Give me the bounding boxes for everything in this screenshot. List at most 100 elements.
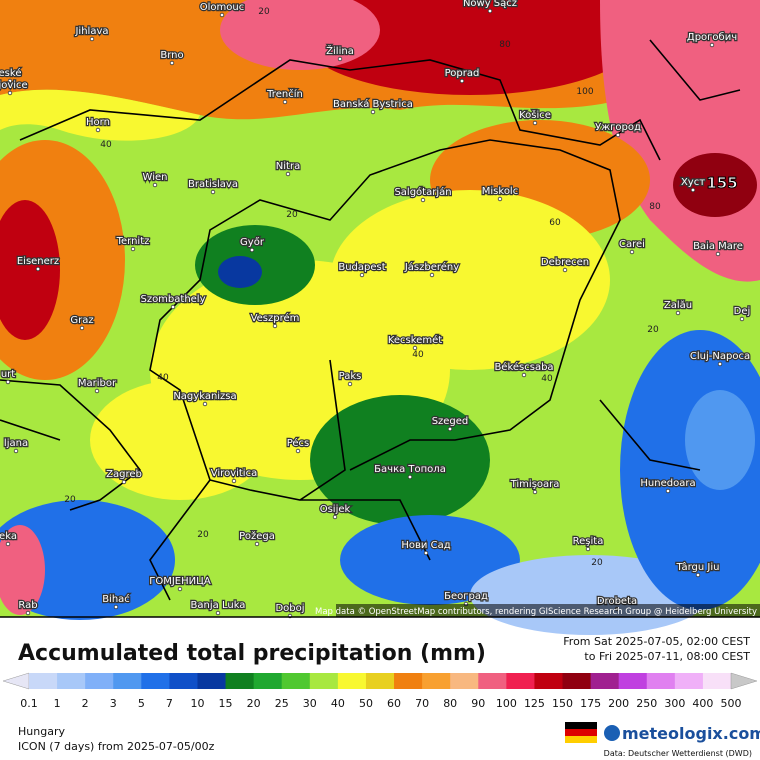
legend-label: 3 [110,697,117,710]
city-label: Zagreb [106,469,142,480]
city-label: Ужгород [595,122,641,133]
legend-label: 60 [387,697,401,710]
legend-label: 125 [524,697,545,710]
city-label: urt [1,369,15,380]
city-label: Paks [339,371,362,382]
city-dot [715,251,721,257]
city-dot [629,249,635,255]
city-dot [412,345,418,351]
city-dot [285,171,291,177]
legend-swatch [29,673,58,689]
city-dot [169,60,175,66]
contour-label: 40 [412,350,424,360]
city-label: Osijek [320,504,351,515]
city-label: Nitra [276,161,300,172]
city-label: Pécs [287,437,310,449]
city-label: Hunedoara [640,478,695,489]
city-dot [429,272,435,278]
city-label: ějovice [0,79,28,91]
field [310,395,490,525]
legend-swatch [85,673,114,689]
legend-swatch [281,673,311,689]
contour-label: 20 [258,7,270,17]
legend-label: 25 [275,697,289,710]
city-dot [7,90,13,96]
legend-label: 1 [54,697,61,710]
legend-label: 150 [552,697,573,710]
city-dot [95,127,101,133]
city-label: Miskolc [482,186,518,197]
legend-swatch [57,673,86,689]
city-dot [5,541,11,547]
city-label: Reşita [573,536,604,547]
city-dot [121,479,127,485]
attribution-bg [336,604,760,617]
city-label: eské [0,67,21,79]
city-label: Zalău [664,300,692,311]
city-label: Veszprém [251,312,300,324]
city-label: Rab [18,600,37,611]
field [300,0,640,95]
city-label: Nagykanizsa [173,391,236,402]
city-label: Horn [86,117,110,128]
city-label: Wien [143,172,168,183]
field [218,256,262,288]
legend-swatch [197,673,227,689]
legend-swatch [309,673,339,689]
city-dot [215,610,221,616]
contour-label: 40 [100,140,112,150]
city-label: Maribor [78,378,117,389]
legend-label: 80 [443,697,457,710]
legend-label: 175 [580,697,601,710]
legend-swatch [365,673,395,689]
city-dot [370,109,376,115]
source: Data: Deutscher Wetterdienst (DWD) [604,749,752,758]
city-label: Virovitica [211,468,257,479]
legend-label: 40 [331,697,345,710]
model: ICON (7 days) from 2025-07-05/00z [18,740,215,753]
city-dot [562,267,568,273]
city-label: Târgu Jiu [676,561,720,573]
city-dot [695,572,701,578]
city-dot [665,488,671,494]
contour-label: 20 [591,558,603,568]
city-dot [231,478,237,484]
city-dot [7,78,13,84]
city-label: Bihać [102,593,130,605]
legend-swatch [562,673,592,689]
city-dot [177,586,183,592]
city-label: Debrecen [541,257,589,268]
contour-label: 40 [541,374,553,384]
legend-label: 400 [692,697,713,710]
legend-label: 70 [415,697,429,710]
field [0,525,45,615]
contour-label: 20 [647,325,659,335]
legend-swatch [225,673,255,689]
city-label: Szombathely [140,294,205,305]
legend: 0.1 1 2 3 5 7 10 15 20 25 30 40 50 60 70 80 90 100 125 150 1… [2,672,758,710]
period-from: From Sat 2025-07-05, 02:00 CEST [563,635,750,648]
city-label: Doboj [275,603,304,614]
city-dot [615,132,621,138]
city-dot [295,448,301,454]
legend-label: 30 [303,697,317,710]
city-dot [5,379,11,385]
legend-arrow [730,672,758,690]
field [685,390,755,490]
legend-swatch [478,673,507,689]
city-dot [532,489,538,495]
city-label: Eisenerz [17,256,59,267]
city-label: Békéscsaba [494,361,553,373]
city-dot [420,197,426,203]
city-dot [130,246,136,252]
city-label: Carei [619,239,645,250]
contour-label: 20 [64,495,76,505]
city-label: Бачка Топола [374,464,446,475]
city-label: Kecskemét [388,334,442,346]
city-label: Ternitz [116,236,150,247]
cities: Olomouc Nowy Sącz Jihlava Brno Žilina Poprad Д… [0,0,752,619]
legend-swatch [702,673,732,689]
city-label: Baia Mare [693,241,743,252]
logo-icon [604,725,620,741]
